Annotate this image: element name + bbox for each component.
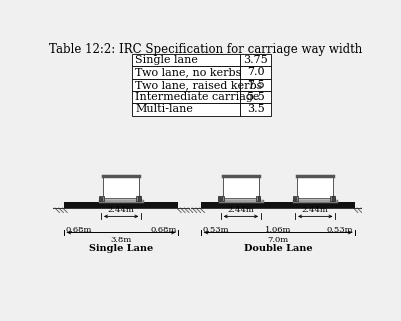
Bar	[218, 195, 220, 201]
Bar	[64, 202, 178, 208]
Bar	[292, 195, 294, 201]
Text: 7.0: 7.0	[246, 67, 264, 77]
Bar	[136, 195, 138, 201]
Text: 1.06m: 1.06m	[264, 226, 291, 234]
Bar	[255, 195, 257, 201]
Text: 0.53m: 0.53m	[203, 226, 229, 234]
Bar	[131, 103, 239, 116]
Bar	[295, 195, 298, 201]
Bar	[131, 91, 239, 103]
Text: 3.75: 3.75	[243, 55, 267, 65]
Bar	[332, 195, 334, 201]
Bar	[223, 176, 258, 198]
Bar	[101, 198, 140, 201]
Bar	[329, 195, 332, 201]
Text: 0.68m: 0.68m	[150, 226, 176, 234]
Bar	[239, 66, 270, 79]
Bar	[239, 79, 270, 91]
Bar	[131, 79, 239, 91]
Text: 7.0m: 7.0m	[267, 236, 288, 244]
Text: Double Lane: Double Lane	[243, 244, 312, 253]
Text: 7.5: 7.5	[246, 80, 264, 90]
Text: 5.5: 5.5	[246, 92, 264, 102]
Text: 2.44m: 2.44m	[301, 206, 328, 214]
Text: Multi-lane: Multi-lane	[135, 104, 193, 114]
Text: 2.44m: 2.44m	[107, 206, 134, 214]
Text: 0.53m: 0.53m	[326, 226, 352, 234]
Bar	[239, 54, 270, 66]
Bar	[297, 176, 332, 198]
Bar	[239, 103, 270, 116]
Text: 3.5: 3.5	[246, 104, 264, 114]
Bar	[101, 195, 104, 201]
Text: 3.8m: 3.8m	[110, 236, 132, 244]
Text: Single lane: Single lane	[135, 55, 198, 65]
Bar	[221, 195, 223, 201]
Bar	[201, 202, 354, 208]
Bar	[131, 66, 239, 79]
Bar	[103, 176, 139, 198]
Text: Table 12:2: IRC Specification for carriage way width: Table 12:2: IRC Specification for carria…	[49, 43, 362, 56]
Bar	[138, 195, 140, 201]
Bar	[221, 198, 259, 201]
Text: 0.68m: 0.68m	[66, 226, 92, 234]
Bar	[295, 198, 334, 201]
Text: Two lane, no kerbs: Two lane, no kerbs	[135, 67, 241, 77]
Text: Intermediate carriage: Intermediate carriage	[135, 92, 259, 102]
Bar	[98, 195, 101, 201]
Text: Single Lane: Single Lane	[89, 244, 153, 253]
Text: 2.44m: 2.44m	[227, 206, 254, 214]
Bar	[257, 195, 259, 201]
Bar	[131, 54, 239, 66]
Text: Two lane, raised kerbs: Two lane, raised kerbs	[135, 80, 262, 90]
Bar	[239, 91, 270, 103]
